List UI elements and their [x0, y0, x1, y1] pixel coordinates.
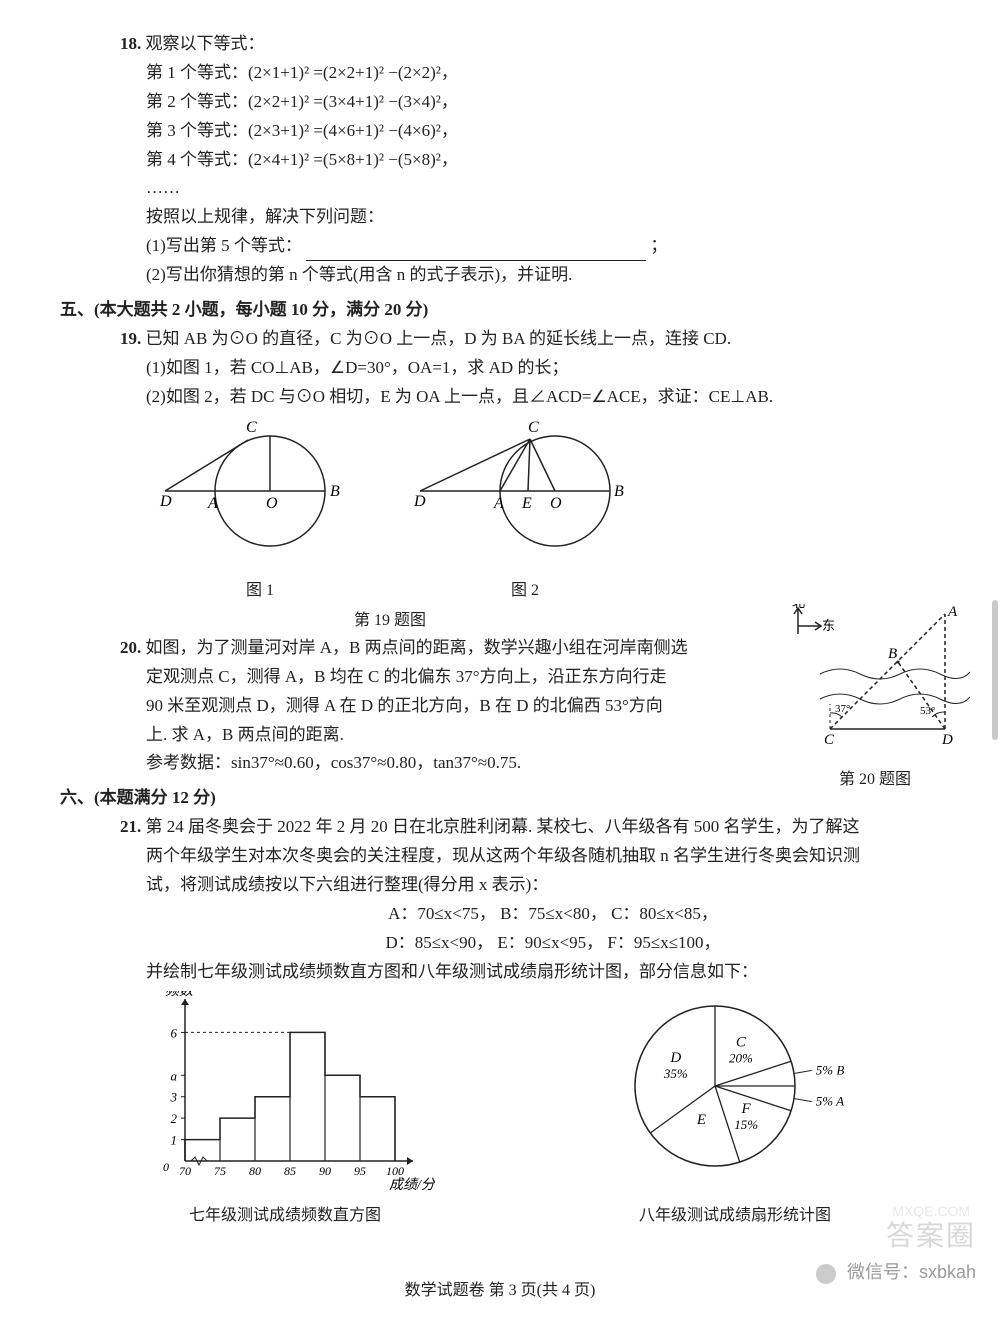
svg-text:F: F: [741, 1101, 752, 1117]
svg-text:70: 70: [179, 1164, 191, 1178]
svg-text:C: C: [528, 419, 539, 436]
q19-fig1: D A O B C: [150, 416, 370, 566]
svg-text:1: 1: [171, 1132, 178, 1147]
histogram: 1 2 3 6 a 频数成绩/分 70 75 80 85 90 95 100 0: [135, 991, 435, 1191]
q21-charts: 1 2 3 6 a 频数成绩/分 70 75 80 85 90 95 100 0 七年级测试成绩频数直方图…: [60, 991, 960, 1230]
q21-l2: 两个年级学生对本次冬奥会的关注程度，现从这两个年级各随机抽取 n 名学生进行冬奥…: [146, 842, 960, 871]
svg-text:C: C: [824, 732, 835, 748]
scrollbar-hint: [992, 600, 998, 740]
q20-wrap: 20. 如图，为了测量河对岸 A，B 两点间的距离，数学兴趣小组在河岸南侧选 定…: [60, 634, 960, 778]
svg-text:B: B: [614, 483, 624, 500]
histogram-wrap: 1 2 3 6 a 频数成绩/分 70 75 80 85 90 95 100 0 七年级测试成绩频数直方图: [135, 991, 435, 1230]
q18-head: 观察以下等式：: [146, 34, 265, 53]
q21-l1: 第 24 届冬奥会于 2022 年 2 月 20 日在北京胜利闭幕. 某校七、八…: [146, 817, 860, 836]
q21-groupsB: D：85≤x<90， E：90≤x<95， F：95≤x≤100，: [146, 929, 960, 958]
pie-chart: C20% 5% B 5% A F15% E D35%: [585, 991, 885, 1191]
q18-number: 18.: [120, 34, 141, 53]
q19-figures: D A O B C 图 1 D A E O B C: [150, 416, 960, 605]
section-5-header: 五、(本大题共 2 小题，每小题 10 分，满分 20 分): [60, 296, 960, 325]
q21-groupsA: A：70≤x<75， B：75≤x<80， C：80≤x<85，: [146, 900, 960, 929]
q19-number: 19.: [120, 329, 141, 348]
svg-text:53°: 53°: [920, 705, 935, 717]
svg-text:20%: 20%: [729, 1050, 753, 1065]
svg-text:3: 3: [170, 1089, 178, 1104]
q21-number: 21.: [120, 817, 141, 836]
svg-text:D: D: [413, 493, 426, 510]
compass-north-icon: 北: [792, 604, 805, 610]
q18-eq1: 第 1 个等式：(2×1+1)² =(2×2+1)² −(2×2)²，: [146, 59, 960, 88]
svg-text:D: D: [669, 1050, 681, 1066]
svg-text:成绩/分: 成绩/分: [389, 1177, 435, 1191]
q19-fig2-cap: 图 2: [400, 577, 650, 604]
svg-text:D: D: [941, 732, 953, 748]
wechat-icon: [816, 1264, 836, 1284]
pie-wrap: C20% 5% B 5% A F15% E D35% 八年级测试成绩扇形统计图: [585, 991, 885, 1230]
svg-text:C: C: [246, 419, 257, 436]
svg-text:A: A: [207, 495, 218, 512]
q19-fig2-wrap: D A E O B C 图 2: [400, 416, 650, 605]
svg-text:0: 0: [163, 1160, 169, 1174]
svg-text:15%: 15%: [734, 1117, 758, 1132]
svg-text:100: 100: [386, 1164, 404, 1178]
svg-text:E: E: [521, 495, 532, 512]
pie-title: 八年级测试成绩扇形统计图: [585, 1202, 885, 1229]
svg-text:A: A: [493, 495, 504, 512]
q21: 21. 第 24 届冬奥会于 2022 年 2 月 20 日在北京胜利闭幕. 某…: [120, 813, 960, 842]
svg-text:B: B: [888, 646, 897, 662]
q20-caption: 第 20 题图: [780, 766, 970, 793]
q18-eq4: 第 4 个等式：(2×4+1)² =(5×8+1)² −(5×8)²，: [146, 146, 960, 175]
svg-text:5% A: 5% A: [816, 1093, 844, 1108]
q18-sub1: (1)写出第 5 个等式： ；: [146, 232, 960, 261]
svg-text:2: 2: [171, 1111, 178, 1126]
svg-text:a: a: [171, 1068, 178, 1083]
watermark2-text: 微信号：sxbkah: [847, 1262, 976, 1282]
q20-figure: 北 东 37° 53° A B C: [780, 604, 970, 793]
q21-l4: 并绘制七年级测试成绩频数直方图和八年级测试成绩扇形统计图，部分信息如下：: [146, 958, 960, 987]
svg-text:A: A: [947, 604, 958, 620]
svg-text:D: D: [159, 493, 172, 510]
svg-text:6: 6: [171, 1025, 178, 1040]
q19: 19. 已知 AB 为⊙O 的直径，C 为⊙O 上一点，D 为 BA 的延长线上…: [120, 325, 960, 354]
svg-text:频数: 频数: [165, 991, 195, 999]
blank-line: [306, 241, 646, 261]
q18-sub1-post: ；: [650, 236, 667, 255]
svg-text:85: 85: [284, 1164, 296, 1178]
q19-stem: 已知 AB 为⊙O 的直径，C 为⊙O 上一点，D 为 BA 的延长线上一点，连…: [146, 329, 732, 348]
q19-fig1-wrap: D A O B C 图 1: [150, 416, 370, 605]
svg-text:35%: 35%: [663, 1066, 688, 1081]
histogram-title: 七年级测试成绩频数直方图: [135, 1202, 435, 1229]
svg-text:80: 80: [249, 1164, 261, 1178]
svg-text:75: 75: [214, 1164, 226, 1178]
svg-text:C: C: [736, 1034, 747, 1050]
q19-sub1: (1)如图 1，若 CO⊥AB，∠D=30°，OA=1，求 AD 的长；: [146, 354, 960, 383]
q19-fig2: D A E O B C: [400, 416, 650, 566]
svg-text:O: O: [550, 495, 562, 512]
q18-eq3: 第 3 个等式：(2×3+1)² =(4×6+1)² −(4×6)²，: [146, 117, 960, 146]
q18: 18. 观察以下等式：: [120, 30, 960, 59]
q19-sub2: (2)如图 2，若 DC 与⊙O 相切，E 为 OA 上一点，且∠ACD=∠AC…: [146, 383, 960, 412]
svg-text:90: 90: [319, 1164, 331, 1178]
q18-sub2: (2)写出你猜想的第 n 个等式(用含 n 的式子表示)，并证明.: [146, 261, 960, 290]
q21-l3: 试，将测试成绩按以下六组进行整理(得分用 x 表示)：: [146, 871, 960, 900]
q18-ellipsis: ……: [146, 174, 960, 203]
q18-rule: 按照以上规律，解决下列问题：: [146, 203, 960, 232]
svg-text:5% B: 5% B: [816, 1062, 845, 1077]
q19-fig1-cap: 图 1: [150, 577, 370, 604]
watermark-site: MXQE.COM: [892, 1200, 970, 1224]
svg-text:37°: 37°: [835, 703, 850, 715]
svg-text:O: O: [266, 495, 278, 512]
compass-east-icon: 东: [822, 618, 835, 633]
svg-text:95: 95: [354, 1164, 366, 1178]
svg-text:B: B: [330, 483, 340, 500]
q20-l1: 如图，为了测量河对岸 A，B 两点间的距离，数学兴趣小组在河岸南侧选: [146, 638, 688, 657]
watermark2: 微信号：sxbkah: [816, 1257, 976, 1288]
q18-eq2: 第 2 个等式：(2×2+1)² =(3×4+1)² −(3×4)²，: [146, 88, 960, 117]
q20-number: 20.: [120, 638, 141, 657]
svg-text:E: E: [696, 1111, 706, 1127]
q18-sub1-pre: (1)写出第 5 个等式：: [146, 236, 302, 255]
